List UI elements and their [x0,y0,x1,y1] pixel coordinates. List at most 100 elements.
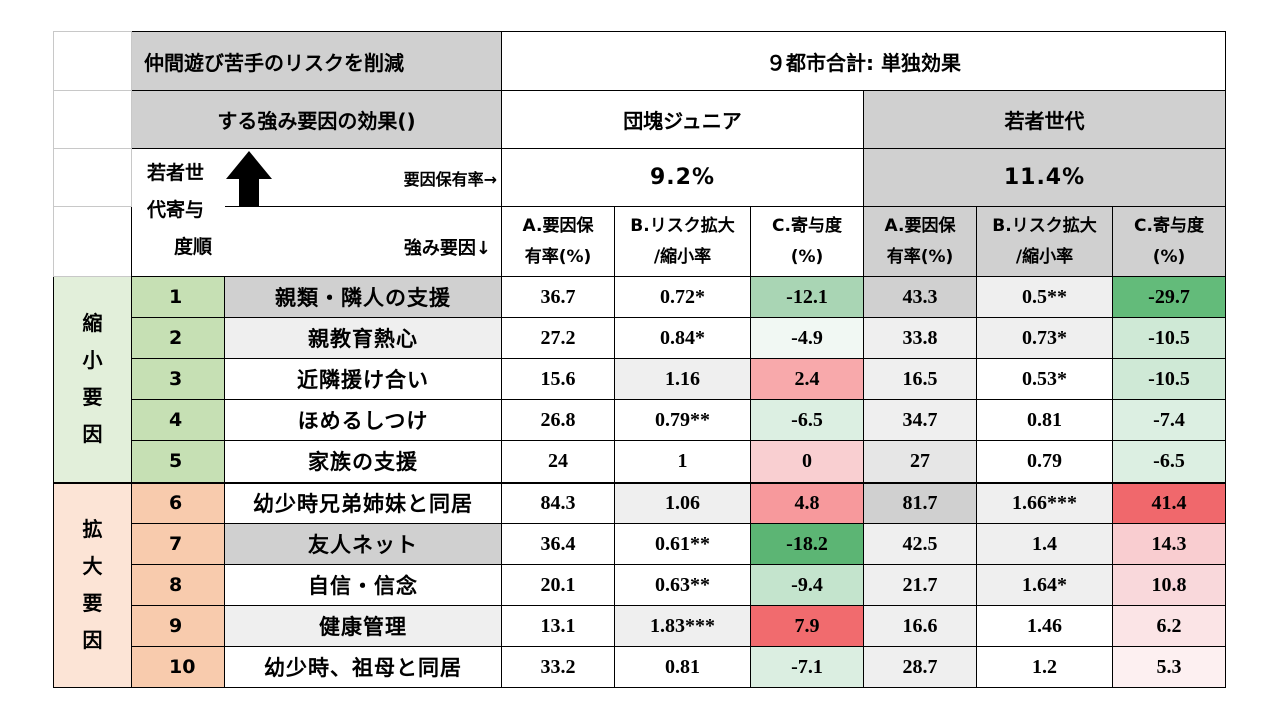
rank-cell: 2 [131,317,225,359]
value-b-junior: 0.72* [614,276,751,318]
value-c-youth: -10.5 [1112,358,1226,400]
value-a-junior: 33.2 [501,646,615,688]
value-c-youth: -10.5 [1112,317,1226,359]
value-a-youth: 42.5 [863,523,977,565]
value-a-junior: 84.3 [501,481,615,524]
down-arrow-icon [225,151,272,206]
table-row: 3 近隣援け合い 15.6 1.16 2.4 16.5 0.53* -10.5 [54,358,1226,400]
value-a-youth: 16.5 [863,358,977,400]
value-a-junior: 20.1 [501,564,615,606]
value-b-youth: 1.66*** [976,481,1113,524]
value-b-junior: 0.63** [614,564,751,606]
table-title-line2: する強み要因の効果() [131,90,502,149]
factor-name: 親教育熱心 [224,317,502,359]
reduce-group-label: 縮小要因 [53,276,132,483]
col-c-header-2: C.寄与度 (%) [1112,206,1226,277]
prevalence-label-cell: 要因保有率→ [224,148,502,207]
rank-cell: 8 [131,564,225,606]
rank-cell: 5 [131,440,225,483]
rank-header: 若者世 代寄与 度順 [131,148,225,277]
value-c-youth: 10.8 [1112,564,1226,606]
factor-name: 親類・隣人の支援 [224,276,502,318]
value-c-junior: -6.5 [750,399,864,441]
value-a-youth: 81.7 [863,481,977,524]
value-c-junior: -9.4 [750,564,864,606]
col-b-header-2: B.リスク拡大/縮小率 [976,206,1113,277]
factor-label: 強み要因↓ [224,206,502,277]
value-b-youth: 1.64* [976,564,1113,606]
study-title: ９都市合計: 単独効果 [501,31,1226,91]
rank-label-2: 代寄与 [147,199,205,221]
table-title-line1: 仲間遊び苦手のリスクを削減 [131,31,502,91]
value-a-youth: 33.8 [863,317,977,359]
value-a-youth: 16.6 [863,605,977,647]
group-label-char: 要 [82,591,103,616]
table-row: 拡大要因 6 幼少時兄弟姉妹と同居 84.3 1.06 4.8 81.7 1.66*** 41.… [53,481,1226,688]
value-b-junior: 0.84* [614,317,751,359]
table-row: 5 家族の支援 24 1 0 27 0.79 -6.5 [54,440,1226,483]
prevalence-label: 要因保有率→ [403,169,497,189]
group-b-header: 若者世代 [863,90,1226,149]
rank-cell: 1 [131,276,225,318]
rank-label-1: 若者世 [147,162,205,184]
factor-name: 家族の支援 [224,440,502,483]
value-a-junior: 36.4 [501,523,615,565]
col-b-header-1: B.リスク拡大/縮小率 [614,206,751,277]
value-a-youth: 43.3 [863,276,977,318]
value-a-junior: 24 [501,440,615,483]
factor-name: ほめるしつけ [224,399,502,441]
group-label-char: 縮 [82,311,103,336]
value-c-youth: -29.7 [1112,276,1226,318]
rank-cell: 7 [131,523,225,565]
group-label-char: 因 [82,628,103,653]
value-b-junior: 0.81 [614,646,751,688]
expand-group-label: 拡大要因 [53,481,132,688]
table-row: 8 自信・信念 20.1 0.63** -9.4 21.7 1.64* 10.8 [54,564,1226,606]
value-b-junior: 0.61** [614,523,751,565]
group-label-char: 小 [82,348,103,373]
value-a-junior: 26.8 [501,399,615,441]
factor-name: 幼少時、祖母と同居 [224,646,502,688]
rank-cell: 10 [131,646,225,688]
value-b-junior: 1 [614,440,751,483]
value-c-junior: 7.9 [750,605,864,647]
value-b-youth: 1.2 [976,646,1113,688]
value-c-junior: 2.4 [750,358,864,400]
value-c-youth: 41.4 [1112,481,1226,524]
rank-cell: 9 [131,605,225,647]
value-a-youth: 34.7 [863,399,977,441]
value-c-junior: -7.1 [750,646,864,688]
table-row: 7 友人ネット 36.4 0.61** -18.2 42.5 1.4 14.3 [54,523,1226,565]
corner-cell-2 [53,90,132,149]
value-a-junior: 13.1 [501,605,615,647]
factor-name: 自信・信念 [224,564,502,606]
table-body: 縮小要因 1 親類・隣人の支援 36.7 0.72* -12.1 43.3 0.5** -29.… [53,276,1226,688]
value-b-youth: 0.79 [976,440,1113,483]
corner-cell-3 [53,148,132,207]
table-row: 2 親教育熱心 27.2 0.84* -4.9 33.8 0.73* -10.5 [54,317,1226,359]
value-c-junior: -12.1 [750,276,864,318]
rank-label-3: 度順 [174,236,213,258]
col-c-header-1: C.寄与度 (%) [750,206,864,277]
group-label-char: 大 [82,554,103,579]
value-b-youth: 0.53* [976,358,1113,400]
value-c-youth: -6.5 [1112,440,1226,483]
factor-name: 幼少時兄弟姉妹と同居 [224,481,502,524]
rate-b: 11.4% [863,148,1226,207]
factor-name: 健康管理 [224,605,502,647]
value-c-junior: -18.2 [750,523,864,565]
value-c-youth: 14.3 [1112,523,1226,565]
value-b-junior: 0.79** [614,399,751,441]
value-c-junior: 4.8 [750,481,864,524]
factor-name: 友人ネット [224,523,502,565]
value-a-junior: 27.2 [501,317,615,359]
value-a-youth: 27 [863,440,977,483]
table-row: 9 健康管理 13.1 1.83*** 7.9 16.6 1.46 6.2 [54,605,1226,647]
value-c-youth: 6.2 [1112,605,1226,647]
corner-cell-1 [53,31,132,91]
value-b-youth: 1.4 [976,523,1113,565]
col-a-header-1: A.要因保 有率(%) [501,206,615,277]
rank-cell: 3 [131,358,225,400]
group-label-char: 要 [82,385,103,410]
results-table: 仲間遊び苦手のリスクを削減 ９都市合計: 単独効果 する強み要因の効果() 団塊… [53,31,1226,688]
